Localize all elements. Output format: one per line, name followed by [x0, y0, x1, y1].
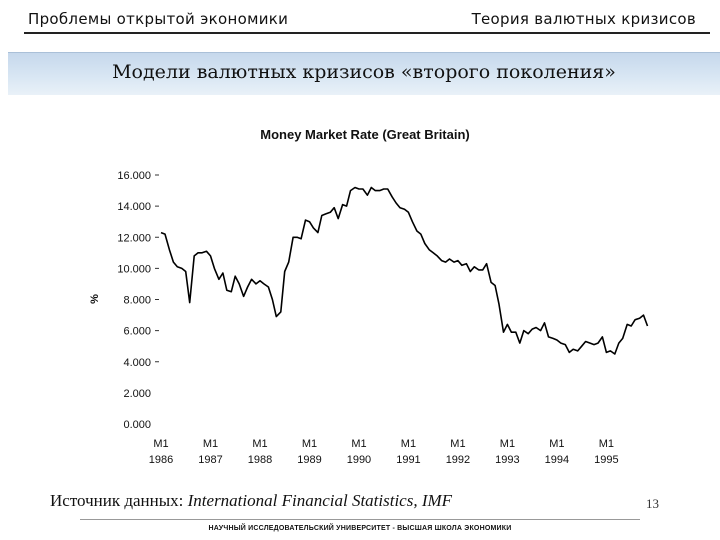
x-tick-label-month: M1: [252, 438, 267, 450]
x-tick-label-month: M1: [351, 438, 366, 450]
source-prefix: Источник данных:: [50, 491, 188, 510]
x-axis: M1 1986 M1 1987 M1 1988 M1 1989 M1 1990 M1 1991 M1 19…: [149, 438, 619, 466]
y-tick-label: 0.000: [123, 419, 151, 431]
x-tick-label-year: 1988: [248, 454, 272, 466]
slide-title-banner: Модели валютных кризисов «второго поколе…: [8, 52, 720, 95]
data-source-note: Источник данных: International Financial…: [50, 491, 452, 511]
header-divider: [24, 32, 710, 34]
source-name: International Financial Statistics, IMF: [187, 491, 453, 510]
x-tick-label-year: 1992: [446, 454, 470, 466]
x-tick-label-month: M1: [450, 438, 465, 450]
x-tick-label-year: 1994: [545, 454, 569, 466]
y-tick-label: 8.000: [123, 295, 151, 307]
slide-title: Модели валютных кризисов «второго поколе…: [112, 61, 616, 83]
x-tick-label-month: M1: [153, 438, 168, 450]
page-number: 13: [646, 496, 659, 511]
x-tick-label-month: M1: [500, 438, 515, 450]
y-tick-label: 6.000: [123, 326, 151, 338]
x-tick-label-year: 1989: [297, 454, 321, 466]
x-tick-label-month: M1: [599, 438, 614, 450]
x-tick-label-year: 1987: [198, 454, 222, 466]
y-tick-label: 12.000: [117, 232, 151, 244]
x-tick-label-month: M1: [549, 438, 564, 450]
x-tick-label-year: 1993: [495, 454, 519, 466]
x-tick-label-year: 1986: [149, 454, 173, 466]
header-right-title: Теория валютных кризисов: [471, 10, 696, 28]
y-tick-label: 2.000: [123, 388, 151, 400]
x-tick-label-month: M1: [203, 438, 218, 450]
x-tick-label-month: M1: [401, 438, 416, 450]
y-tick-label: 10.000: [117, 263, 151, 275]
footer-text: НАУЧНЫЙ ИССЛЕДОВАТЕЛЬСКИЙ УНИВЕРСИТЕТ - …: [208, 525, 512, 532]
y-axis: 0.000 2.000 4.000 6.000 8.000 10.000 12.000 14.…: [117, 170, 159, 431]
y-tick-label: 16.000: [117, 170, 151, 182]
x-tick-label-year: 1995: [594, 454, 618, 466]
x-tick-label-year: 1990: [347, 454, 371, 466]
x-tick-label-year: 1991: [396, 454, 420, 466]
y-tick-label: 14.000: [117, 201, 151, 213]
footer-divider: [80, 519, 640, 520]
series-line: [160, 186, 649, 355]
y-axis-label: %: [89, 294, 101, 304]
x-tick-label-month: M1: [302, 438, 317, 450]
y-tick-label: 4.000: [123, 357, 151, 369]
chart-title: Money Market Rate (Great Britain): [260, 127, 470, 142]
header-left-title: Проблемы открытой экономики: [28, 10, 289, 28]
